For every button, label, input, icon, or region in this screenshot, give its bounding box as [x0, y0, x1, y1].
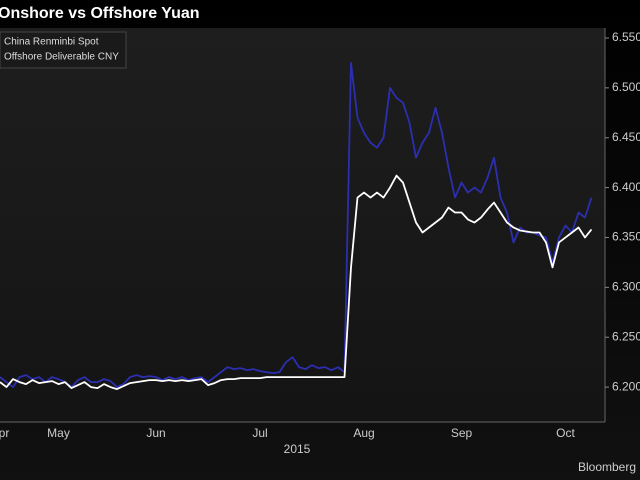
y-tick-label: 6.500 — [612, 80, 640, 94]
legend-label: Offshore Deliverable CNY — [4, 52, 119, 63]
line-series — [0, 174, 593, 390]
x-tick-label: Oct — [556, 426, 575, 440]
legend-label: China Renminbi Spot — [4, 37, 99, 48]
plot-area — [0, 28, 605, 422]
y-tick-label: 6.550 — [612, 30, 640, 44]
x-axis-label: 2015 — [284, 442, 311, 456]
y-tick-label: 6.400 — [612, 180, 640, 194]
y-tick-label: 6.350 — [612, 230, 640, 244]
x-tick-label: Sep — [451, 426, 473, 440]
legend-box — [0, 31, 127, 69]
source: Bloomberg — [578, 460, 636, 474]
chart-title: Onshore vs Offshore Yuan — [0, 5, 200, 22]
y-tick-label: 6.200 — [612, 379, 640, 393]
x-tick-label: Jul — [252, 426, 267, 440]
x-tick-label: Apr — [0, 426, 9, 440]
y-tick-label: 6.300 — [612, 280, 640, 294]
y-tick-label: 6.250 — [612, 329, 640, 343]
y-tick-label: 6.450 — [612, 130, 640, 144]
x-tick-label: May — [47, 426, 70, 440]
x-tick-label: Jun — [146, 426, 165, 440]
line-series — [0, 62, 593, 388]
x-tick-label: Aug — [353, 426, 374, 440]
